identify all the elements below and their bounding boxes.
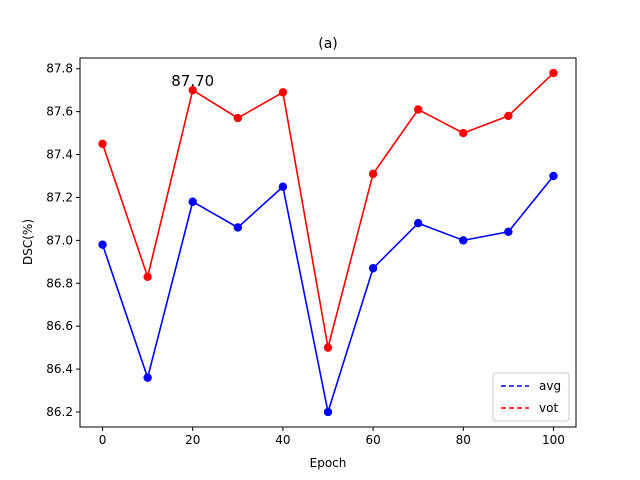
data-point-vot (233, 113, 243, 123)
x-tick-label: 20 (185, 433, 200, 447)
series-layer (98, 68, 558, 417)
y-tick-label: 86.2 (46, 405, 73, 419)
series-line-avg (101, 175, 555, 413)
data-point-avg (278, 182, 288, 191)
y-tick-label: 87.8 (46, 62, 73, 76)
data-point-avg (413, 218, 423, 228)
y-axis-label: DSC(%) (21, 219, 35, 265)
data-point-vot (143, 272, 152, 282)
x-tick-label: 80 (456, 433, 471, 447)
data-point-avg (504, 227, 513, 236)
data-point-avg (549, 171, 558, 181)
y-tick-label: 87.2 (46, 190, 73, 204)
y-tick-label: 87.4 (46, 148, 73, 162)
y-tick-label: 86.8 (46, 276, 73, 290)
data-point-vot (459, 128, 468, 138)
series-line-vot (101, 72, 555, 348)
data-point-vot (98, 139, 107, 149)
data-point-avg (368, 264, 378, 273)
data-point-vot (368, 169, 378, 179)
legend-label-avg: avg (539, 379, 561, 393)
data-point-avg (459, 236, 468, 245)
data-point-vot (188, 85, 197, 95)
data-point-vot (549, 68, 558, 78)
annotation-layer: 87.70 (171, 72, 214, 90)
data-point-vot (413, 105, 423, 114)
legend-label-vot: vot (539, 401, 558, 415)
data-point-avg (143, 373, 152, 382)
x-tick-label: 40 (275, 433, 290, 447)
y-tick-label: 86.6 (46, 319, 73, 333)
plot-frame (79, 57, 577, 428)
annotation-label: 87.70 (171, 72, 214, 90)
x-tick-label: 100 (542, 433, 565, 447)
legend: avg vot (492, 372, 570, 422)
legend-box (492, 372, 570, 422)
data-point-avg (233, 223, 243, 232)
y-tick-label: 87.6 (46, 105, 73, 119)
data-point-vot (323, 343, 333, 352)
data-point-avg (188, 197, 197, 206)
axes: 0 20 40 60 80 100 86.2 86.4 86.6 86.8 87.0 87.2 87.4… (46, 57, 577, 447)
chart-title: (a) (318, 36, 338, 52)
data-point-avg (98, 240, 107, 249)
y-tick-label: 86.4 (46, 362, 73, 376)
y-tick-label: 87.0 (46, 233, 73, 247)
data-point-vot (504, 111, 513, 121)
x-tick-label: 0 (99, 433, 107, 447)
data-point-vot (278, 88, 288, 97)
data-point-avg (323, 407, 333, 417)
x-tick-label: 60 (365, 433, 380, 447)
x-axis-label: Epoch (310, 456, 347, 470)
